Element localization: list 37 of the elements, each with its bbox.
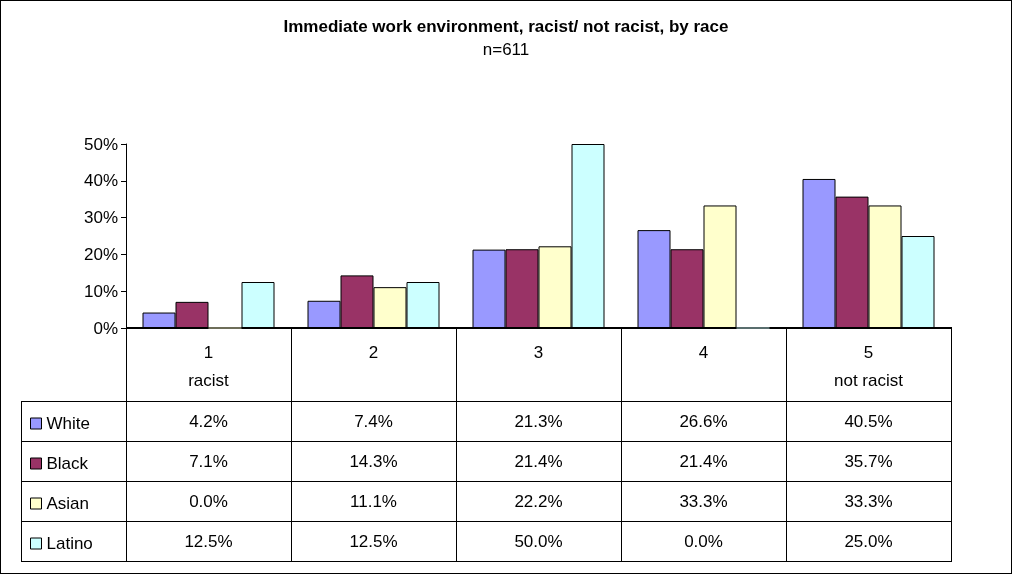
x-tick-label: 5 not racist xyxy=(834,342,904,390)
y-tick-label: 10% xyxy=(83,281,118,301)
data-label: 40.5% xyxy=(786,401,951,442)
y-tick-label: 20% xyxy=(83,244,118,264)
data-label: 11.1% xyxy=(291,481,456,522)
data-label: 21.4% xyxy=(456,441,621,482)
data-label: 7.1% xyxy=(126,441,291,482)
legend-label: Black xyxy=(46,454,89,473)
y-tick-label: 40% xyxy=(83,171,118,191)
y-tick-label: 30% xyxy=(83,208,118,228)
data-label: 21.3% xyxy=(456,401,621,442)
data-label: 33.3% xyxy=(786,481,951,522)
data-label: 12.5% xyxy=(126,521,291,562)
x-tick-label: 4 xyxy=(698,342,709,362)
x-tick-label: 1 racist xyxy=(188,342,230,390)
y-tick-label: 50% xyxy=(83,134,118,154)
legend-label: White xyxy=(46,414,90,433)
x-tick-label: 3 xyxy=(533,342,544,362)
data-label: 7.4% xyxy=(291,401,456,442)
data-label: 21.4% xyxy=(621,441,786,482)
legend-label: Latino xyxy=(46,534,93,553)
data-label: 50.0% xyxy=(456,521,621,562)
data-label: 0.0% xyxy=(621,521,786,562)
data-label: 14.3% xyxy=(291,441,456,482)
data-label: 33.3% xyxy=(621,481,786,522)
data-label: 4.2% xyxy=(126,401,291,442)
data-label: 25.0% xyxy=(786,521,951,562)
data-label: 0.0% xyxy=(126,481,291,522)
chart-subtitle: n=611 xyxy=(482,40,530,59)
x-tick-label: 2 xyxy=(368,342,379,362)
data-label: 12.5% xyxy=(291,521,456,562)
data-label: 35.7% xyxy=(786,441,951,482)
data-label: 26.6% xyxy=(621,401,786,442)
data-label: 22.2% xyxy=(456,481,621,522)
legend-label: Asian xyxy=(46,494,90,513)
y-tick-label: 0% xyxy=(93,318,118,338)
chart-title: Immediate work environment, racist/ not racist, by race xyxy=(283,17,729,36)
